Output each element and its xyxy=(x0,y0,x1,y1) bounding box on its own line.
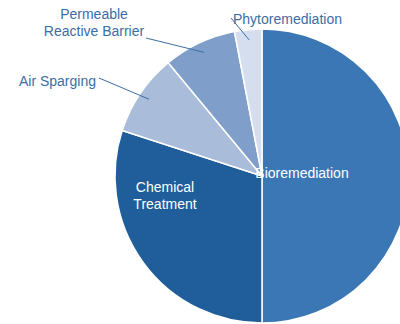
svg-text:PermeableReactive Barrier: PermeableReactive Barrier xyxy=(44,6,145,39)
svg-text:Air Sparging: Air Sparging xyxy=(19,73,96,89)
svg-text:Bioremediation: Bioremediation xyxy=(255,165,348,181)
svg-text:Phytoremediation: Phytoremediation xyxy=(233,11,342,27)
svg-text:ChemicalTreatment: ChemicalTreatment xyxy=(133,179,196,212)
